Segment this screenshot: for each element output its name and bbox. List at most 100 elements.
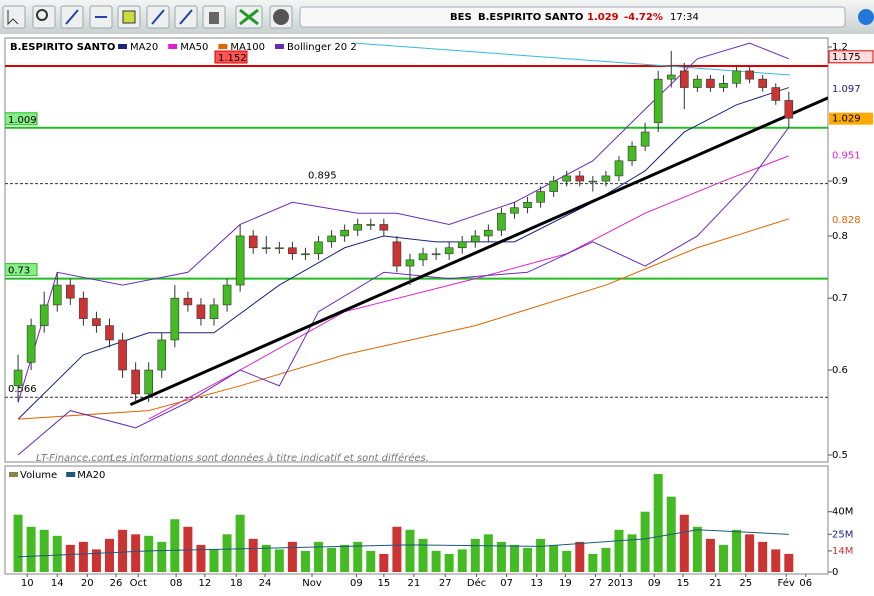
axis-marker-label: 0.951	[832, 150, 861, 161]
candle-body	[39, 304, 49, 326]
overlay-line-lower	[17, 127, 790, 456]
x-tick-label: 27	[589, 578, 602, 589]
x-tick-label: 27	[439, 578, 452, 589]
quote-box	[299, 6, 846, 28]
axis-marker-bg	[829, 82, 873, 95]
x-tick-label: 19	[559, 578, 572, 589]
axis-marker-bg	[828, 50, 874, 64]
volume-bar	[653, 474, 663, 572]
volume-bar	[91, 549, 101, 572]
candle-body	[640, 131, 650, 147]
candle-body	[680, 70, 689, 88]
overlay-line	[17, 87, 789, 420]
volume-bar	[144, 535, 154, 572]
volume-bar	[588, 553, 598, 572]
candle-body	[431, 253, 441, 256]
candle-body	[444, 247, 454, 255]
candle-body	[601, 175, 611, 182]
y-tick-label: 1.2	[832, 42, 848, 53]
volume-bar	[771, 549, 781, 572]
axis-marker-label: 1.175	[832, 52, 861, 63]
volume-bar	[758, 541, 768, 572]
candle-body	[484, 229, 493, 237]
x-tick-label: Déc	[467, 577, 486, 589]
y-tick-label: 25M	[832, 529, 853, 540]
legend-swatch	[9, 472, 18, 477]
volume-bar	[679, 514, 689, 572]
x-tick-label: 15	[377, 578, 390, 589]
candle-body	[118, 339, 127, 371]
info-button[interactable]	[858, 9, 874, 25]
volume-bar	[745, 534, 755, 572]
candle-body	[523, 201, 532, 209]
x-tick-label: 14	[51, 578, 64, 589]
candle-body	[588, 180, 598, 183]
volume-bar	[601, 547, 611, 572]
volume-bar	[314, 541, 324, 572]
candle-body	[105, 325, 114, 341]
legend-label: MA100	[230, 42, 265, 53]
y-tick-label: 0.9	[832, 176, 848, 187]
quote-time: 17:34	[670, 12, 699, 23]
volume-bar	[327, 547, 337, 572]
legend-label: MA20	[77, 470, 105, 481]
volume-bar	[353, 541, 363, 572]
candle-body	[157, 339, 167, 371]
candle-body	[693, 78, 702, 88]
volume-bar	[705, 538, 715, 572]
level-label: 0.895	[308, 171, 337, 182]
x-tick-label: 20	[81, 578, 94, 589]
candle-body	[131, 369, 140, 395]
volume-bar	[105, 538, 115, 572]
candle-body	[536, 191, 545, 203]
candle-body	[327, 235, 336, 243]
volume-bar	[640, 511, 650, 572]
x-tick-label: 10	[21, 578, 34, 589]
trendline	[355, 42, 791, 76]
candle-body	[261, 247, 271, 250]
volume-bar	[614, 529, 624, 572]
volume-bar	[248, 538, 258, 572]
candle-body	[79, 297, 88, 319]
legend-swatch	[118, 44, 127, 49]
volume-bar	[457, 549, 467, 572]
volume-bar	[39, 529, 49, 572]
volume-bar	[418, 538, 428, 572]
volume-bar	[157, 541, 167, 572]
legend-label: MA50	[180, 42, 208, 53]
legend-swatch	[66, 472, 76, 477]
candle-body	[719, 83, 728, 88]
volume-bar	[52, 535, 62, 572]
price-panel	[4, 37, 829, 463]
toolbar-buttons[interactable]	[2, 5, 293, 29]
watermark: LT-Finance.com	[36, 453, 113, 464]
legend-label: Bollinger 20 2	[287, 42, 357, 53]
price-title: B.ESPIRITO SANTO	[10, 42, 115, 53]
volume-bar	[496, 541, 506, 572]
x-tick-label: 25	[739, 578, 752, 589]
legend-swatch	[218, 44, 228, 49]
legend-label: MA20	[130, 42, 158, 53]
candle-body	[288, 247, 297, 255]
volume-bar	[732, 529, 742, 572]
candle-body	[614, 160, 624, 177]
volume-bar	[170, 519, 180, 572]
candle-body	[144, 369, 153, 395]
candle-body	[745, 70, 754, 80]
candle-body	[301, 253, 310, 256]
axis-marker-label: 1.029	[832, 114, 861, 125]
y-tick-label: 0	[832, 567, 838, 578]
overlay-line	[148, 155, 789, 420]
volume-bar	[431, 550, 441, 572]
x-tick-label: 2013	[608, 578, 633, 589]
candle-body	[196, 304, 206, 319]
candle-body	[340, 229, 349, 237]
candle-body	[52, 284, 62, 306]
candle-body	[222, 284, 232, 306]
volume-bar	[131, 534, 141, 572]
candle-body	[66, 284, 75, 299]
axis-marker-label: 0.828	[832, 215, 861, 226]
volume-bar	[222, 534, 232, 572]
x-tick-label: 13	[530, 578, 543, 589]
candle-body	[170, 297, 180, 341]
